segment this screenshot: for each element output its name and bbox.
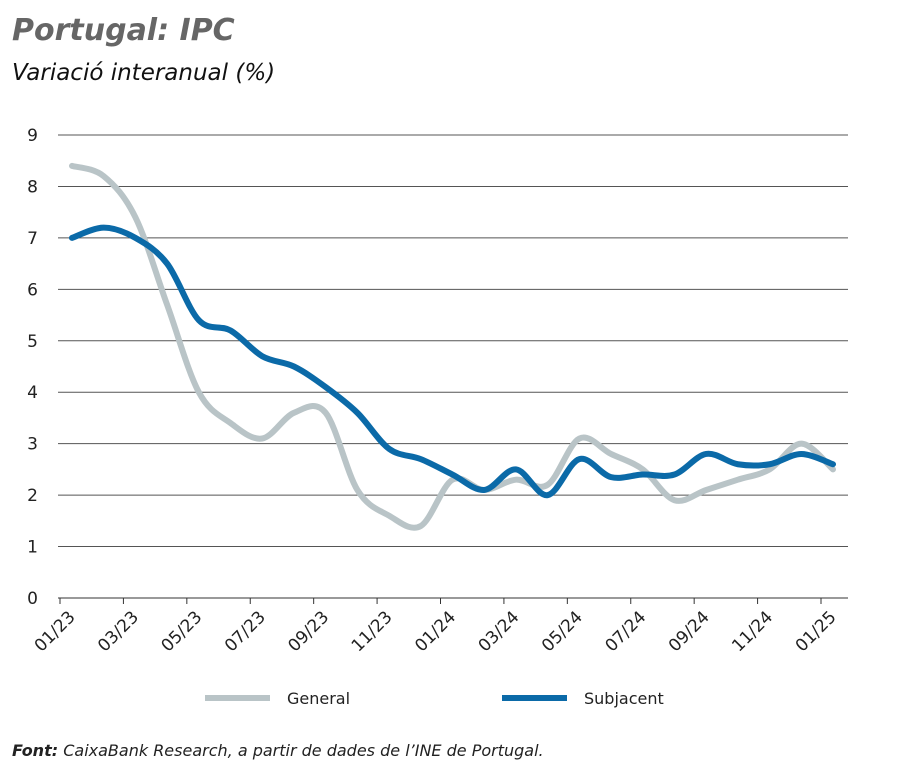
y-tick-label: 4 (27, 383, 38, 403)
legend-label: General (287, 689, 350, 708)
line (69, 224, 836, 499)
x-tick-label: 05/23 (158, 607, 207, 656)
x-tick-label: 11/24 (728, 607, 777, 656)
y-tick-label: 8 (27, 177, 38, 197)
x-tick-label: 09/24 (665, 607, 714, 656)
x-tick-label: 07/24 (601, 607, 650, 656)
x-tick-label: 07/23 (221, 607, 270, 656)
chart-title: Portugal: IPC (12, 13, 235, 48)
y-tick-label: 0 (27, 589, 38, 609)
x-tick-label: 01/23 (31, 607, 80, 656)
y-tick-label: 2 (27, 486, 38, 506)
x-tick-label: 01/25 (792, 607, 841, 656)
source: Font: CaixaBank Research, a partir de da… (12, 741, 544, 760)
y-tick-label: 9 (27, 126, 38, 146)
chart-subtitle: Variació interanual (%) (12, 60, 275, 86)
legend-label: Subjacent (584, 689, 664, 708)
y-tick-label: 7 (27, 229, 38, 249)
y-tick-label: 3 (27, 435, 38, 455)
y-tick-label: 5 (27, 332, 38, 352)
x-tick-label: 09/23 (284, 607, 333, 656)
source-label: Font: (12, 741, 58, 760)
y-tick-label: 1 (27, 538, 38, 558)
source-text: CaixaBank Research, a partir de dades de… (63, 741, 543, 760)
x-tick-label: 01/24 (411, 607, 460, 656)
line (69, 162, 836, 531)
y-tick-label: 6 (27, 280, 38, 300)
x-tick-label: 05/24 (538, 607, 587, 656)
x-tick-label: 03/24 (475, 607, 524, 656)
x-tick-label: 11/23 (348, 607, 397, 656)
x-tick-label: 03/23 (94, 607, 143, 656)
